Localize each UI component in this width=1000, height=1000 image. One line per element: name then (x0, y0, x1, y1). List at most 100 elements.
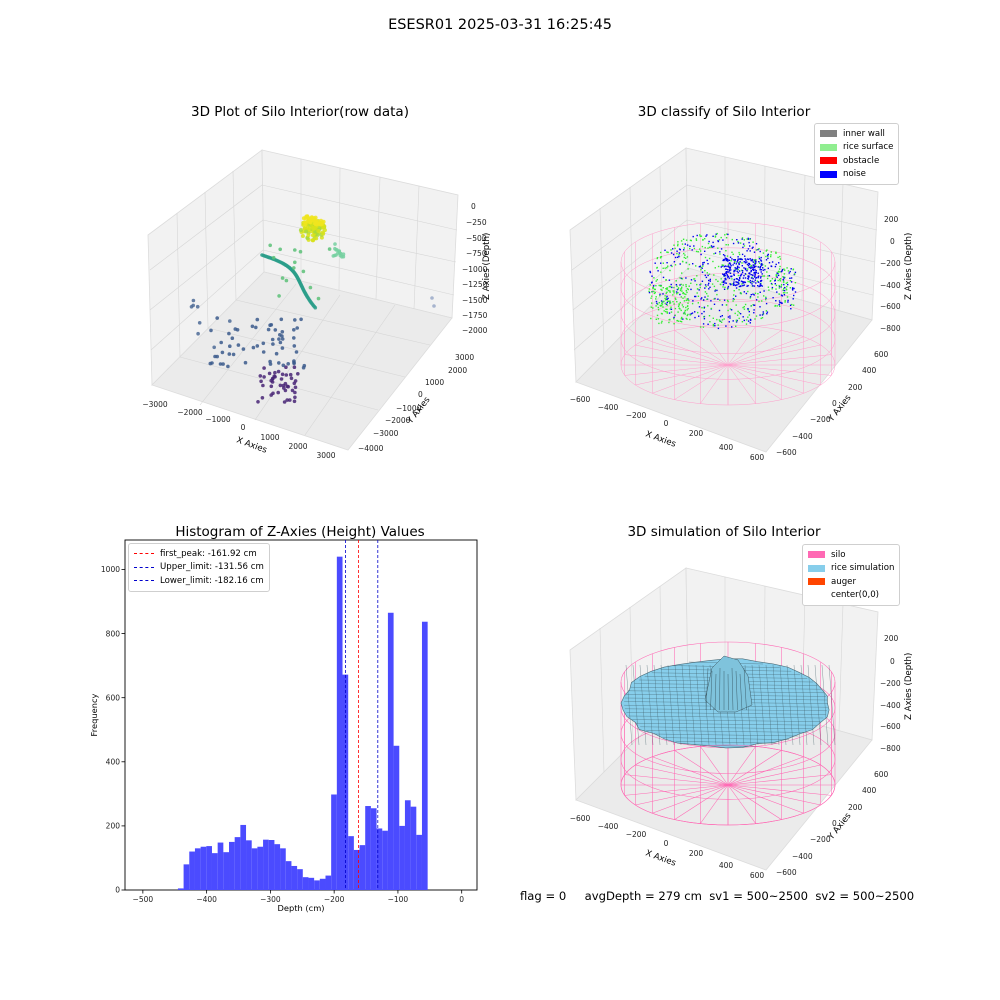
data-point (673, 323, 675, 325)
data-point (787, 283, 789, 286)
data-point (666, 288, 668, 290)
data-point (709, 280, 711, 282)
data-point (749, 281, 752, 284)
data-point (728, 271, 730, 273)
data-point (670, 264, 672, 267)
data-point (760, 265, 762, 268)
data-point (790, 281, 793, 283)
data-point (282, 400, 287, 404)
data-point (737, 258, 739, 260)
data-point (778, 284, 780, 287)
data-point (756, 280, 759, 282)
data-point (660, 251, 662, 254)
data-point (683, 249, 685, 251)
data-point (656, 257, 658, 260)
data-point (785, 282, 787, 284)
data-point (744, 303, 747, 306)
x-tick: −1000 (205, 415, 231, 424)
data-point (733, 259, 735, 261)
data-point (313, 305, 318, 310)
data-point (706, 272, 708, 274)
data-point (727, 271, 729, 273)
data-point (759, 250, 761, 253)
data-point (662, 287, 664, 289)
data-point (341, 254, 346, 259)
wire-spoke (635, 764, 729, 786)
data-point (262, 375, 266, 379)
data-point (744, 261, 747, 264)
data-point (762, 275, 764, 277)
wire-spoke (700, 364, 729, 404)
data-point (673, 261, 676, 263)
wire-spoke (727, 330, 782, 366)
data-point (655, 296, 657, 298)
legend-item: first_peak: -161.92 cm (134, 547, 264, 561)
data-point (746, 258, 749, 260)
data-point (659, 285, 662, 287)
data-point (779, 255, 781, 258)
legend-line (134, 580, 154, 582)
data-point (271, 342, 275, 346)
data-point (675, 291, 678, 293)
data-point (655, 300, 658, 303)
data-point (708, 282, 710, 285)
data-point (680, 321, 683, 323)
data-point (760, 271, 762, 273)
data-point (707, 247, 709, 249)
histogram-title: Histogram of Z-Axies (Height) Values (175, 524, 425, 540)
data-point (680, 296, 682, 298)
histogram-bar (365, 806, 371, 890)
data-point (752, 304, 754, 306)
data-point (717, 280, 719, 282)
data-point (311, 233, 315, 238)
data-point (717, 247, 719, 249)
data-point (729, 315, 731, 317)
legend-swatch (820, 157, 837, 165)
data-point (709, 286, 711, 288)
data-point (269, 378, 274, 383)
data-point (731, 278, 733, 280)
data-point (270, 337, 275, 342)
data-point (733, 262, 735, 264)
data-point (310, 216, 315, 220)
data-point (731, 283, 733, 285)
data-point (679, 277, 681, 279)
data-point (660, 271, 662, 273)
data-point (726, 233, 728, 235)
data-point (664, 302, 666, 305)
data-point (667, 251, 669, 254)
data-point (706, 259, 708, 262)
data-point (749, 273, 751, 275)
data-point (747, 308, 749, 310)
histogram-bar (285, 861, 292, 890)
data-point (762, 267, 764, 269)
data-point (724, 265, 727, 267)
histogram-legend: first_peak: -161.92 cm Upper_limit: -131… (128, 543, 270, 592)
data-point (662, 293, 664, 295)
data-point (280, 337, 285, 341)
data-point (655, 305, 657, 307)
mesh-line (807, 664, 815, 746)
x-tick: 600 (750, 871, 765, 880)
data-point (274, 351, 279, 356)
data-point (724, 273, 726, 275)
data-point (774, 280, 776, 282)
data-point (737, 265, 739, 267)
data-point (755, 265, 757, 268)
data-point (668, 321, 670, 324)
data-point (779, 278, 781, 281)
data-point (755, 315, 758, 317)
data-point (747, 285, 749, 287)
data-point (741, 269, 743, 272)
mesh-line (625, 664, 633, 746)
data-point (281, 383, 286, 388)
histogram-bar (234, 837, 241, 890)
data-point (664, 267, 666, 269)
data-point (235, 328, 240, 332)
legend-swatch (820, 170, 837, 178)
legend-item: inner wall (820, 127, 893, 141)
y-tick-label: 1000 (101, 565, 120, 574)
data-point (267, 371, 272, 376)
classified-points (648, 232, 797, 330)
data-point (685, 290, 687, 292)
